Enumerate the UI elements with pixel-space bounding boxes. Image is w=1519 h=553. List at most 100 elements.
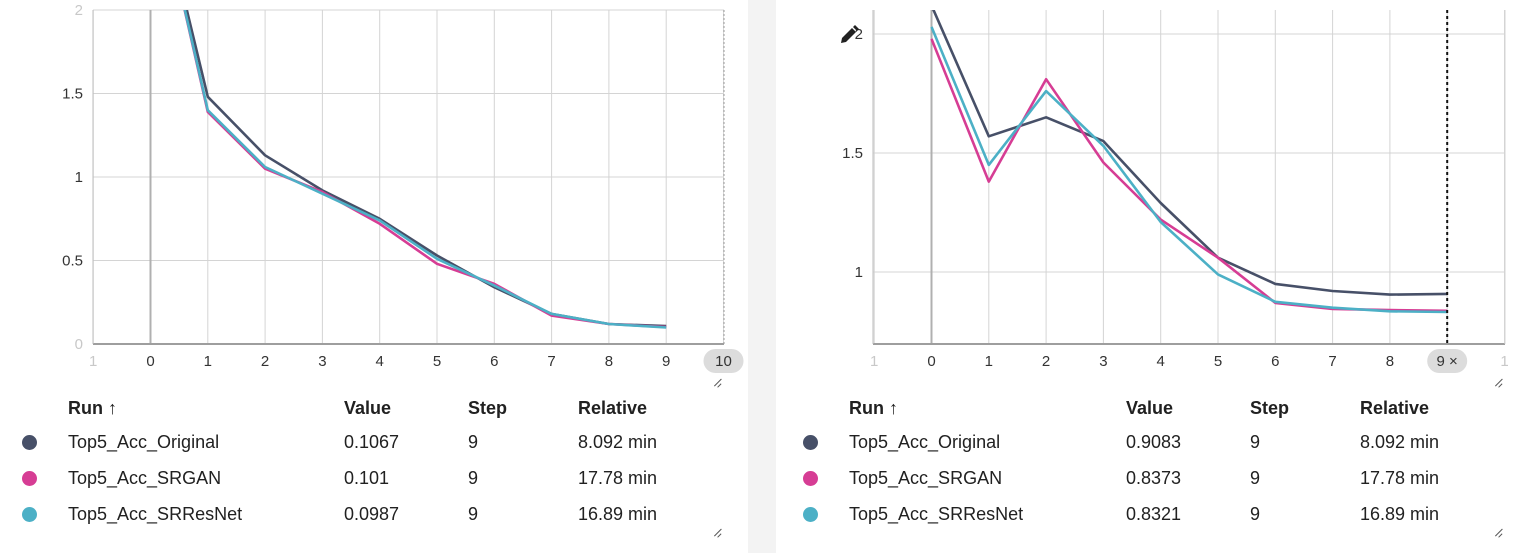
relative-column-header[interactable]: Relative [1360, 397, 1430, 418]
relative-column-header[interactable]: Relative [578, 397, 648, 418]
x-tick-label: 9 × [1437, 353, 1458, 370]
x-tick-badge[interactable] [703, 349, 744, 373]
x-tick-label: 10 [715, 353, 732, 370]
run-name: Top5_Acc_Original [849, 431, 1001, 452]
resize-table-left-icon[interactable] [711, 527, 723, 539]
run-step: 9 [1250, 467, 1261, 488]
table-header-row: Run ↑ Value Step Relative [22, 392, 718, 424]
line-chart-right[interactable]: 2 1.5 1 1 0 1 2 3 4 5 6 7 8 9 × 1 [776, 0, 1519, 390]
run-name: Top5_Acc_SRResNet [849, 503, 1024, 524]
x-tick-badge[interactable] [1427, 349, 1468, 373]
series-color-dot [22, 471, 37, 487]
table-row[interactable]: Top5_Acc_SRGAN 0.8373 9 17.78 min [803, 460, 1500, 496]
x-tick-label: 9 [662, 353, 670, 370]
table-row[interactable]: Top5_Acc_Original 0.9083 9 8.092 min [803, 424, 1500, 460]
run-relative: 17.78 min [578, 467, 658, 488]
run-value: 0.9083 [1126, 431, 1182, 452]
y-tick-label: 0 [75, 336, 83, 353]
table-row[interactable]: Top5_Acc_SRResNet 0.0987 9 16.89 min [22, 496, 718, 532]
run-step: 9 [1250, 431, 1261, 452]
run-step: 9 [1250, 503, 1261, 524]
series-line-top5-acc-srgan[interactable] [151, 0, 667, 329]
x-tick-label: 1 [985, 353, 993, 370]
resize-chart-right-icon[interactable] [1492, 377, 1504, 389]
x-tick-label: 2 [1042, 353, 1050, 370]
run-name: Top5_Acc_SRGAN [849, 467, 1003, 488]
chart-panel-right: 2 1.5 1 1 0 1 2 3 4 5 6 7 8 9 × 1 Run ↑ Value Step Rel… [776, 0, 1519, 553]
series-color-dot [803, 471, 818, 487]
run-step: 9 [468, 467, 479, 488]
line-chart-left[interactable]: 21.510.501 0 1 2 3 4 5 6 7 8 9 10 [0, 0, 748, 390]
table-row[interactable]: Top5_Acc_SRResNet 0.8321 9 16.89 min [803, 496, 1500, 532]
x-tick-label: 0 [146, 353, 154, 370]
grid [92, 9, 724, 345]
series-line-top5-acc-srgan[interactable] [930, 38, 1448, 313]
x-tick-label: 5 [1214, 353, 1222, 370]
y-tick-label: 1 [75, 169, 83, 186]
x-tick-label: 7 [1328, 353, 1336, 370]
series-line-top5-acc-original[interactable] [151, 0, 667, 328]
run-relative: 17.78 min [1360, 467, 1440, 488]
x-tick-label: 8 [605, 353, 613, 370]
x-tick-label: 1 [1500, 353, 1508, 370]
series-color-dot [22, 435, 37, 451]
run-relative: 8.092 min [578, 431, 658, 452]
run-relative: 16.89 min [1360, 503, 1440, 524]
x-tick-label: 0 [927, 353, 935, 370]
y-tick-label: 1.5 [62, 86, 83, 103]
y-tick-label: 1.5 [842, 145, 863, 162]
run-value: 0.1067 [344, 431, 400, 452]
series-group [930, 5, 1448, 314]
chart-panel-left: 2 1.5 1 0.5 0 1 0 1 2 3 4 5 6 7 8 9 10 Run ↑ Value Step … [0, 0, 748, 553]
run-step: 9 [468, 503, 479, 524]
y-tick-label: 2 [855, 26, 863, 43]
step-column-header[interactable]: Step [468, 397, 508, 418]
series-line-top5-acc-original[interactable] [932, 5, 1448, 296]
resize-table-right-icon[interactable] [1492, 527, 1504, 539]
value-column-header[interactable]: Value [1126, 397, 1174, 418]
series-line-top5-acc-srresnet[interactable] [151, 0, 667, 329]
series-color-dot [803, 435, 818, 451]
x-tick-label: 3 [1099, 353, 1107, 370]
x-tick-label: 4 [376, 353, 384, 370]
x-tick-label: 7 [547, 353, 555, 370]
y-tick-label: 2 [75, 2, 83, 19]
run-relative: 16.89 min [578, 503, 658, 524]
resize-chart-left-icon[interactable] [711, 377, 723, 389]
x-tick-label: 2 [261, 353, 269, 370]
series-color-dot [22, 507, 37, 523]
y-tick-label: 0.5 [62, 253, 83, 270]
run-step: 9 [468, 431, 479, 452]
table-row[interactable]: Top5_Acc_Original 0.1067 9 8.092 min [22, 424, 718, 460]
run-value: 0.8321 [1126, 503, 1182, 524]
runs-table-left: Run ↑ Value Step Relative Top5_Acc_Origi… [22, 392, 718, 532]
x-tick-label: 6 [1271, 353, 1279, 370]
run-column-header[interactable]: Run ↑ [68, 397, 117, 418]
edit-pencil-icon[interactable] [838, 24, 860, 46]
run-name: Top5_Acc_SRResNet [68, 503, 243, 524]
run-column-header[interactable]: Run ↑ [849, 397, 898, 418]
x-tick-label: 3 [318, 353, 326, 370]
x-tick-label: 6 [490, 353, 498, 370]
x-tick-label: 1 [204, 353, 212, 370]
step-column-header[interactable]: Step [1250, 397, 1290, 418]
x-tick-label: 1 [870, 353, 878, 370]
runs-table-right: Run ↑ Value Step Relative Top5_Acc_Origi… [803, 392, 1500, 532]
value-column-header[interactable]: Value [344, 397, 392, 418]
x-tick-label: 1 [89, 353, 97, 370]
table-header-row: Run ↑ Value Step Relative [803, 392, 1500, 424]
run-relative: 8.092 min [1360, 431, 1440, 452]
run-name: Top5_Acc_Original [68, 431, 220, 452]
series-color-dot [803, 507, 818, 523]
series-group [151, 0, 667, 329]
run-value: 0.0987 [344, 503, 400, 524]
x-tick-label: 8 [1386, 353, 1394, 370]
panel-divider [748, 0, 776, 553]
x-tick-label: 4 [1157, 353, 1165, 370]
x-tick-label: 5 [433, 353, 441, 370]
y-tick-label: 1 [855, 264, 863, 281]
run-value: 0.8373 [1126, 467, 1182, 488]
series-line-top5-acc-srresnet[interactable] [930, 26, 1448, 314]
table-row[interactable]: Top5_Acc_SRGAN 0.101 9 17.78 min [22, 460, 718, 496]
run-name: Top5_Acc_SRGAN [68, 467, 222, 488]
